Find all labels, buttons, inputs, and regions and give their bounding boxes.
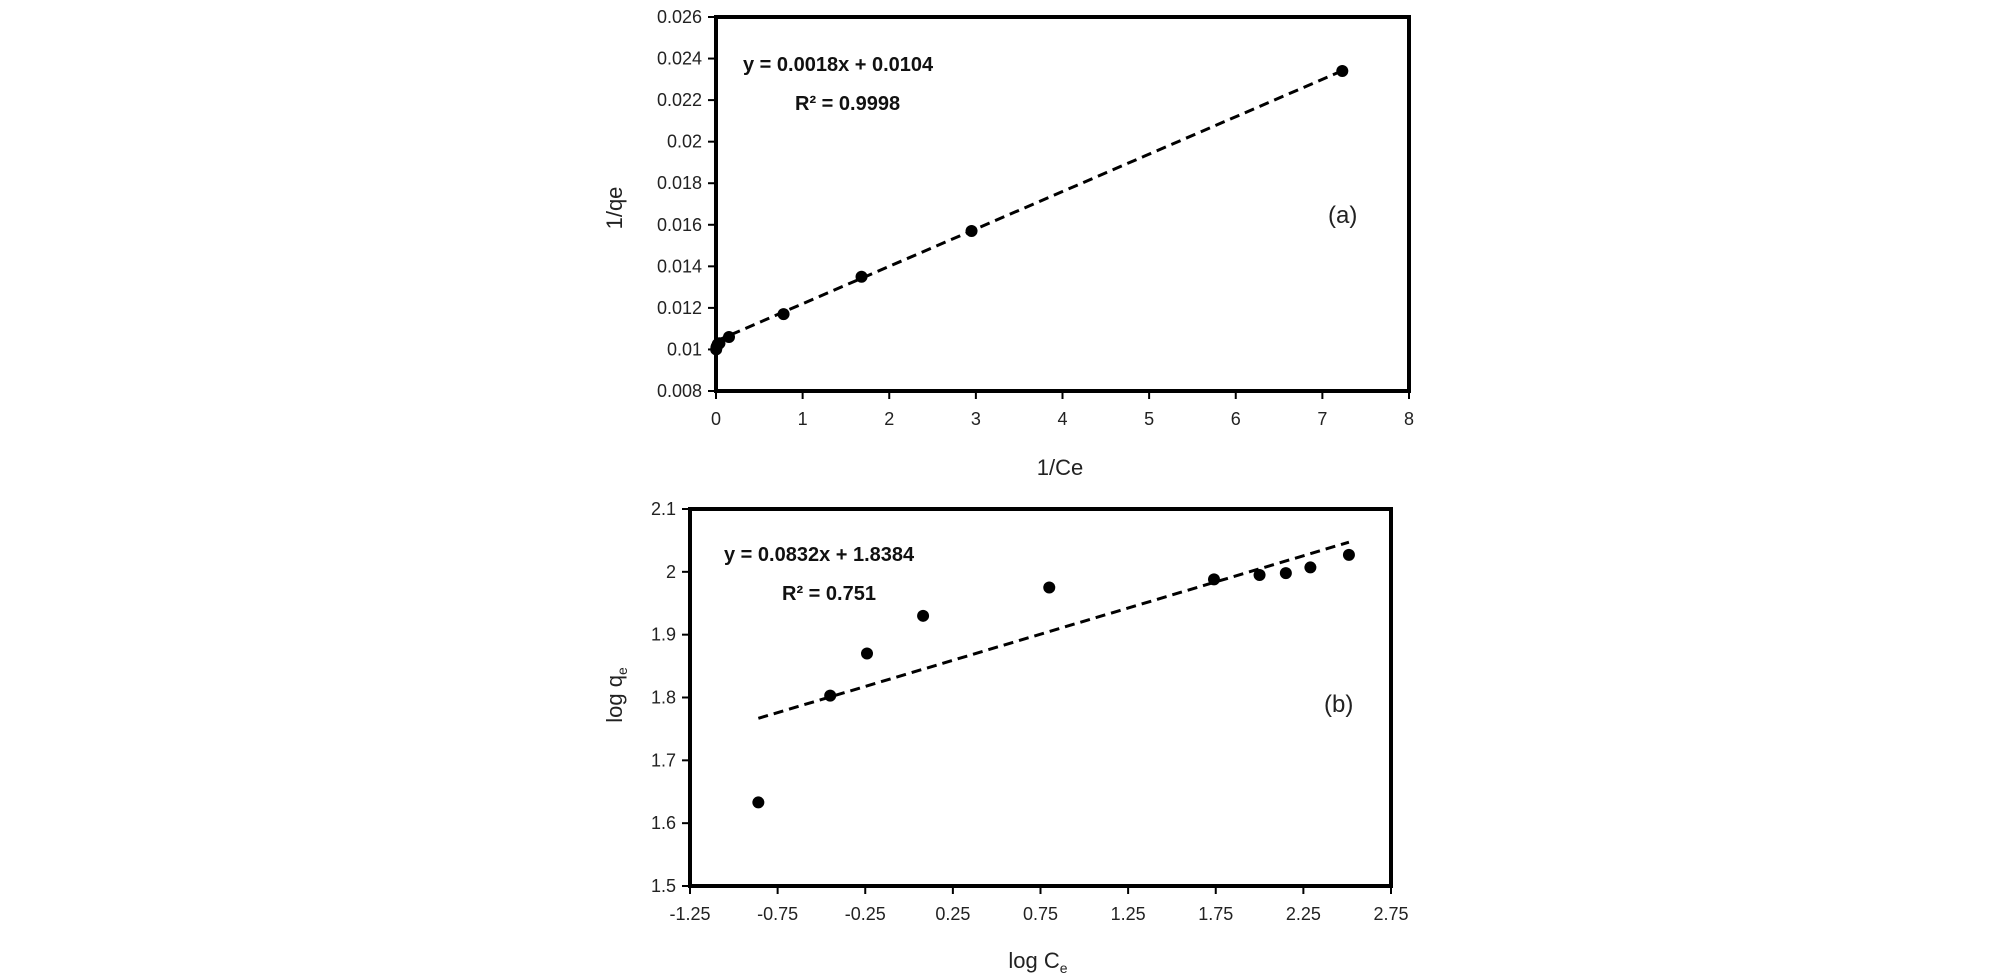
chart-b-data-point <box>1279 567 1292 580</box>
chart-b-x-tick-label: -0.25 <box>845 904 886 924</box>
chart-a-panel-label: (a) <box>1328 202 1357 229</box>
chart-a-x-tick-label: 3 <box>971 409 981 429</box>
chart-a-y-tick-label: 0.014 <box>657 256 702 276</box>
chart-b: -1.25 -0.75 -0.25 0.25 0.75 1.25 1.75 2.25 2.75 1… <box>602 499 1409 976</box>
chart-b-x-axis-label-sub: e <box>1060 960 1068 976</box>
chart-a-y-tick-label: 0.012 <box>657 298 702 318</box>
chart-b-y-tick-label: 1.9 <box>651 625 676 645</box>
chart-a-x-tick-label: 5 <box>1144 409 1154 429</box>
chart-b-data-point <box>861 647 874 660</box>
chart-a-data-point <box>855 270 868 283</box>
chart-a-data-point <box>1336 65 1349 78</box>
chart-b-x-tick-label: 2.75 <box>1373 904 1408 924</box>
chart-a-x-tick-label: 8 <box>1404 409 1414 429</box>
chart-a-data-point <box>722 330 735 343</box>
chart-b-x-tick-label: 0.75 <box>1023 904 1058 924</box>
chart-b-plot-frame <box>688 507 1393 888</box>
chart-b-x-tick-label: -1.25 <box>669 904 710 924</box>
chart-b-ticks: -1.25 -0.75 -0.25 0.25 0.75 1.25 1.75 2.25 2.75 1… <box>651 499 1409 924</box>
chart-a-x-tick-label: 7 <box>1317 409 1327 429</box>
chart-a: 0 1 2 3 4 5 6 7 8 0.008 0.01 0.012 0.014 0.016 0.018 0.… <box>602 7 1414 480</box>
chart-b-y-tick-label: 1.7 <box>651 750 676 770</box>
chart-b-data-point <box>917 609 930 622</box>
chart-b-y-axis-label: log qe <box>602 667 630 723</box>
chart-a-y-tick-label: 0.022 <box>657 90 702 110</box>
chart-b-y-axis-label-sub: e <box>614 667 630 675</box>
chart-a-x-tick-label: 0 <box>711 409 721 429</box>
chart-a-r2: R² = 0.9998 <box>795 93 900 115</box>
chart-b-r2: R² = 0.751 <box>782 583 876 605</box>
chart-a-x-axis-label: 1/Ce <box>1037 455 1083 480</box>
chart-a-x-tick-label: 2 <box>884 409 894 429</box>
chart-b-data-point <box>1304 561 1317 574</box>
chart-a-x-tick-label: 6 <box>1231 409 1241 429</box>
chart-b-y-axis-label-main: log q <box>602 675 627 723</box>
chart-a-x-tick-label: 1 <box>798 409 808 429</box>
chart-a-y-tick-label: 0.024 <box>657 49 702 69</box>
chart-b-equation: y = 0.0832x + 1.8384 <box>724 544 915 566</box>
chart-a-plot-frame <box>714 15 1411 393</box>
chart-b-data-point <box>1342 548 1355 561</box>
chart-b-points <box>752 548 1355 809</box>
chart-a-ticks: 0 1 2 3 4 5 6 7 8 0.008 0.01 0.012 0.014 0.016 0.018 0.… <box>657 7 1414 429</box>
chart-a-data-point <box>965 225 978 238</box>
chart-b-data-point <box>824 689 837 702</box>
chart-a-y-axis-label: 1/qe <box>602 187 627 230</box>
chart-a-x-tick-label: 4 <box>1057 409 1067 429</box>
chart-a-y-tick-label: 0.026 <box>657 7 702 27</box>
chart-a-data-point <box>777 308 790 321</box>
chart-b-data-point <box>1253 568 1266 581</box>
chart-a-y-tick-label: 0.018 <box>657 173 702 193</box>
chart-b-x-tick-label: 1.75 <box>1198 904 1233 924</box>
chart-b-y-tick-label: 1.6 <box>651 813 676 833</box>
chart-b-y-tick-label: 2.1 <box>651 499 676 519</box>
chart-b-panel-label: (b) <box>1324 691 1353 718</box>
chart-a-equation: y = 0.0018x + 0.0104 <box>743 54 934 76</box>
chart-a-y-tick-label: 0.016 <box>657 215 702 235</box>
chart-a-y-tick-label: 0.01 <box>667 339 702 359</box>
chart-a-trendline <box>715 69 1343 343</box>
chart-b-y-tick-label: 1.8 <box>651 688 676 708</box>
chart-b-y-tick-label: 1.5 <box>651 876 676 896</box>
chart-b-x-axis-label-main: log C <box>1008 948 1059 973</box>
chart-a-y-tick-label: 0.008 <box>657 381 702 401</box>
chart-b-x-tick-label: 2.25 <box>1286 904 1321 924</box>
chart-b-x-axis-label: log Ce <box>1008 948 1067 976</box>
chart-b-data-point <box>1207 573 1220 586</box>
chart-b-trendline-group <box>757 540 1350 720</box>
chart-b-data-point <box>752 796 765 809</box>
chart-b-x-tick-label: -0.75 <box>757 904 798 924</box>
chart-b-data-point <box>1043 581 1056 594</box>
chart-b-x-tick-label: 1.25 <box>1111 904 1146 924</box>
chart-a-y-tick-label: 0.02 <box>667 132 702 152</box>
chart-b-x-tick-label: 0.25 <box>935 904 970 924</box>
chart-a-trendline-group <box>715 69 1343 343</box>
chart-b-trendline <box>757 540 1350 720</box>
chart-b-y-tick-label: 2 <box>666 562 676 582</box>
